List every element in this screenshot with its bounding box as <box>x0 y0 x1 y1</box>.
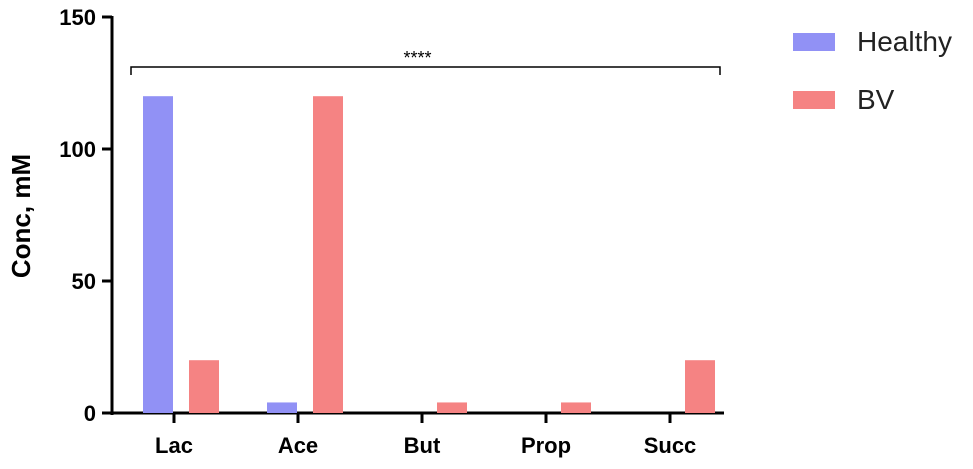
x-tick-label: Lac <box>155 433 193 458</box>
bar-bv-prop <box>561 402 591 413</box>
y-axis-title: Conc, mM <box>6 154 36 278</box>
bar-bv-but <box>437 402 467 413</box>
y-tick-label: 50 <box>72 269 96 294</box>
x-tick-label: Prop <box>521 433 571 458</box>
bar-bv-succ <box>685 360 715 413</box>
legend-label-bv: BV <box>857 84 895 115</box>
bar-healthy-lac <box>143 96 173 413</box>
significance-bracket <box>130 66 721 75</box>
bar-bv-lac <box>189 360 219 413</box>
legend: Healthy BV <box>793 26 952 115</box>
y-tick-label: 0 <box>84 401 96 426</box>
x-tick-label: But <box>404 433 441 458</box>
legend-swatch-bv <box>793 91 835 109</box>
x-tick-label: Ace <box>278 433 318 458</box>
legend-swatch-healthy <box>793 33 835 51</box>
y-tick-label: 100 <box>59 137 96 162</box>
y-tick-label: 150 <box>59 5 96 30</box>
bar-healthy-ace <box>267 402 297 413</box>
x-tick-label: Succ <box>644 433 697 458</box>
legend-label-healthy: Healthy <box>857 26 952 57</box>
significance-label: **** <box>403 48 431 68</box>
x-axis: Lac Ace But Prop Succ <box>110 411 724 458</box>
y-axis: 0 50 100 150 <box>59 5 114 426</box>
bar-bv-ace <box>313 96 343 413</box>
significance-annotations: **** <box>130 48 721 75</box>
bars <box>143 96 715 413</box>
